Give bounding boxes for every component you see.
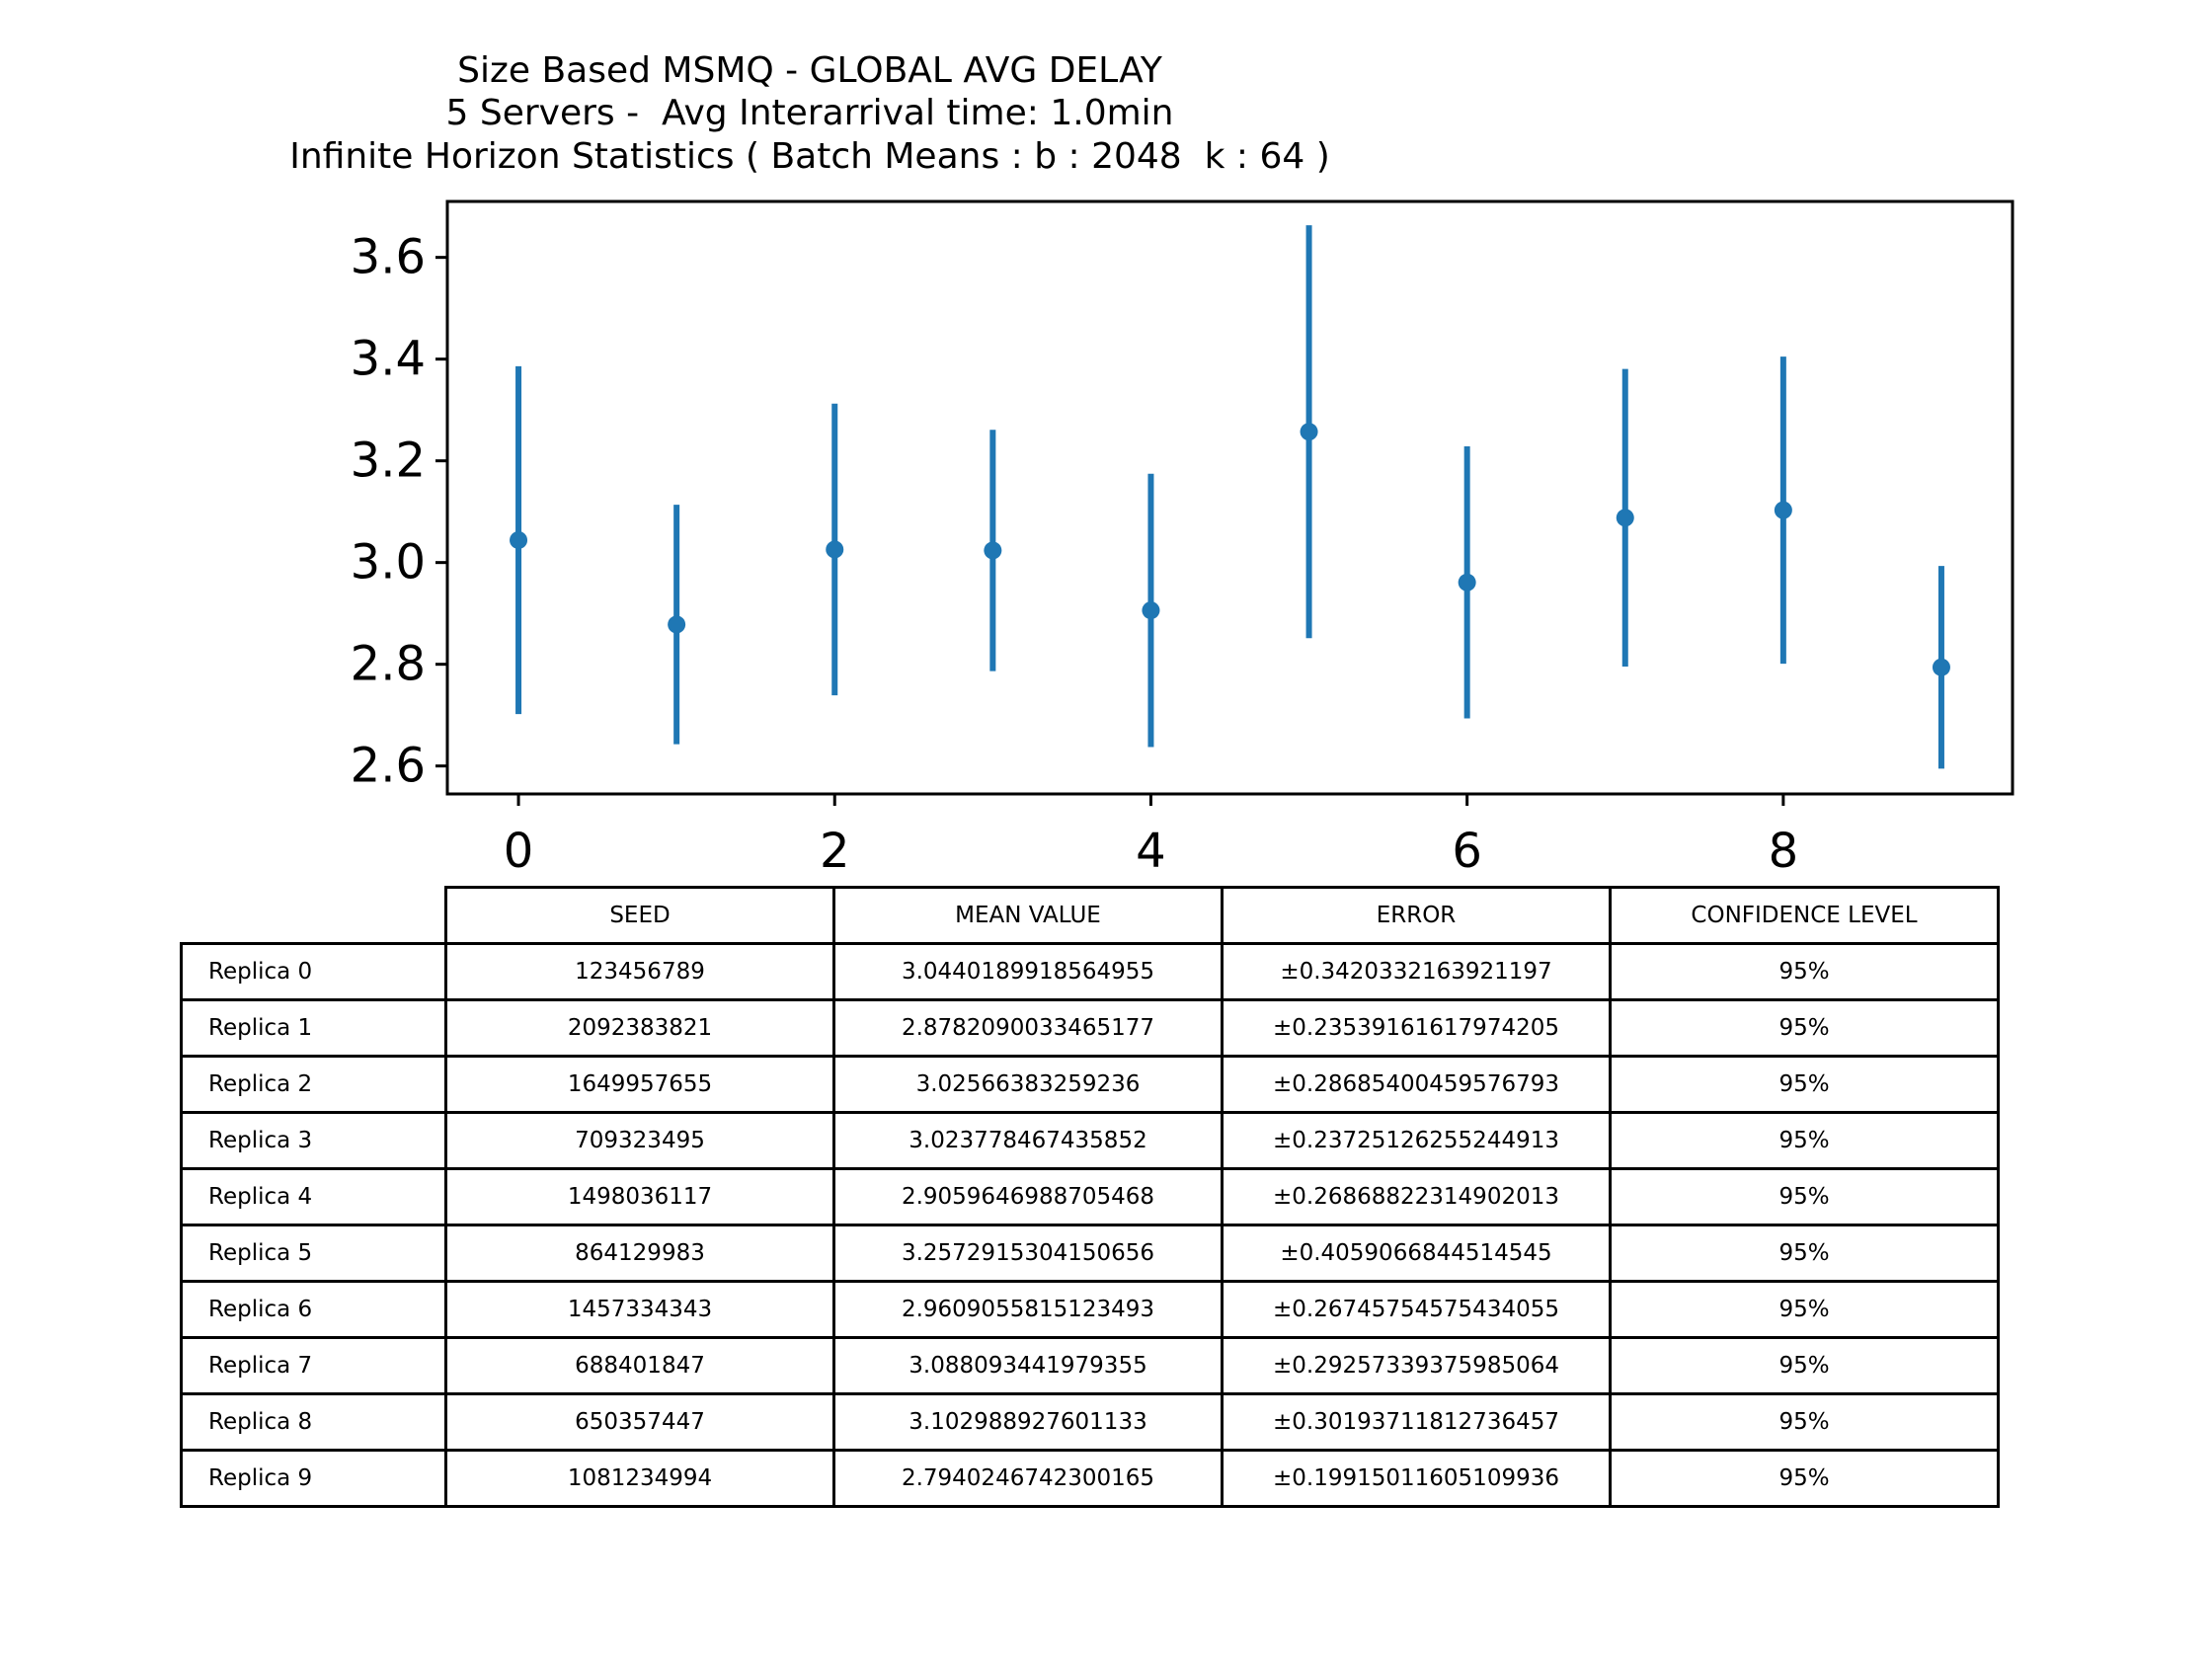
- row-label: Replica 4: [180, 1167, 447, 1226]
- y-tick-label: 3.0: [351, 535, 426, 591]
- header-mean-value: MEAN VALUE: [832, 886, 1224, 945]
- plot-frame: [445, 199, 2014, 796]
- data-point: [1458, 573, 1476, 592]
- cell-error: ±0.19915011605109936: [1221, 1449, 1612, 1508]
- cell-seed: 709323495: [444, 1111, 835, 1170]
- cell-confidence: 95%: [1609, 1055, 2000, 1114]
- data-point: [1616, 509, 1634, 527]
- cell-confidence: 95%: [1609, 942, 2000, 1001]
- cell-seed: 1649957655: [444, 1055, 835, 1114]
- row-label: Replica 0: [180, 942, 447, 1001]
- cell-mean: 3.0440189918564955: [832, 942, 1224, 1001]
- cell-seed: 1081234994: [444, 1449, 835, 1508]
- table-row: Replica 6 1457334343 2.9609055815123493 ±0.…: [180, 1280, 2000, 1339]
- cell-mean: 3.02566383259236: [832, 1055, 1224, 1114]
- data-point: [1300, 423, 1318, 441]
- cell-mean: 2.9059646988705468: [832, 1167, 1224, 1226]
- cell-error: ±0.3420332163921197: [1221, 942, 1612, 1001]
- x-tick-label: 6: [1452, 824, 1482, 879]
- header-error: ERROR: [1221, 886, 1612, 945]
- cell-seed: 1498036117: [444, 1167, 835, 1226]
- cell-confidence: 95%: [1609, 1392, 2000, 1452]
- cell-mean: 3.102988927601133: [832, 1392, 1224, 1452]
- cell-seed: 650357447: [444, 1392, 835, 1452]
- cell-mean: 2.8782090033465177: [832, 998, 1224, 1058]
- data-point: [1932, 658, 1950, 676]
- table-header-row: SEED MEAN VALUE ERROR CONFIDENCE LEVEL: [182, 886, 2000, 945]
- cell-mean: 2.7940246742300165: [832, 1449, 1224, 1508]
- table-row: Replica 8 650357447 3.102988927601133 ±0.30…: [180, 1392, 2000, 1452]
- data-point: [1142, 601, 1160, 620]
- y-tick-label: 2.8: [351, 637, 426, 692]
- cell-confidence: 95%: [1609, 1111, 2000, 1170]
- cell-seed: 123456789: [444, 942, 835, 1001]
- cell-confidence: 95%: [1609, 1449, 2000, 1508]
- data-point: [984, 541, 1002, 560]
- cell-seed: 864129983: [444, 1224, 835, 1283]
- cell-confidence: 95%: [1609, 1167, 2000, 1226]
- x-tick-label: 0: [504, 824, 534, 879]
- y-tick-label: 3.2: [351, 434, 426, 489]
- cell-error: ±0.29257339375985064: [1221, 1336, 1612, 1395]
- cell-confidence: 95%: [1609, 1224, 2000, 1283]
- cell-error: ±0.26745754575434055: [1221, 1280, 1612, 1339]
- chart-title-line-1: Size Based MSMQ - GLOBAL AVG DELAY: [457, 50, 1162, 91]
- cell-confidence: 95%: [1609, 1336, 2000, 1395]
- results-table: SEED MEAN VALUE ERROR CONFIDENCE LEVEL R…: [180, 886, 2000, 1508]
- table-row: Replica 2 1649957655 3.02566383259236 ±0.28…: [180, 1055, 2000, 1114]
- table-row: Replica 0 123456789 3.0440189918564955 ±0.3…: [180, 942, 2000, 1001]
- x-tick-label: 2: [820, 824, 850, 879]
- chart-title-line-3: Infinite Horizon Statistics ( Batch Mean…: [289, 136, 1330, 177]
- header-confidence-level: CONFIDENCE LEVEL: [1609, 886, 2000, 945]
- x-tick-label: 8: [1769, 824, 1799, 879]
- data-point: [1774, 501, 1792, 519]
- table-row: Replica 3 709323495 3.023778467435852 ±0.23…: [180, 1111, 2000, 1170]
- cell-mean: 3.2572915304150656: [832, 1224, 1224, 1283]
- row-label: Replica 5: [180, 1224, 447, 1283]
- table-row: Replica 5 864129983 3.2572915304150656 ±0.4…: [180, 1224, 2000, 1283]
- table-row: Replica 1 2092383821 2.8782090033465177 ±0.…: [180, 998, 2000, 1058]
- cell-error: ±0.28685400459576793: [1221, 1055, 1612, 1114]
- cell-error: ±0.30193711812736457: [1221, 1392, 1612, 1452]
- cell-mean: 3.088093441979355: [832, 1336, 1224, 1395]
- cell-error: ±0.23539161617974205: [1221, 998, 1612, 1058]
- x-tick-label: 4: [1136, 824, 1166, 879]
- chart-title-line-2: 5 Servers - Avg Interarrival time: 1.0mi…: [445, 93, 1174, 133]
- table-row: Replica 4 1498036117 2.9059646988705468 ±0.…: [180, 1167, 2000, 1226]
- y-tick-label: 3.6: [351, 230, 426, 285]
- data-point: [668, 615, 686, 634]
- row-label: Replica 2: [180, 1055, 447, 1114]
- row-label: Replica 3: [180, 1111, 447, 1170]
- y-tick-label: 2.6: [351, 739, 426, 794]
- cell-seed: 1457334343: [444, 1280, 835, 1339]
- row-label: Replica 1: [180, 998, 447, 1058]
- row-label: Replica 6: [180, 1280, 447, 1339]
- cell-seed: 2092383821: [444, 998, 835, 1058]
- data-point: [826, 540, 844, 559]
- table-corner: [182, 888, 446, 944]
- cell-error: ±0.4059066844514545: [1221, 1224, 1612, 1283]
- cell-mean: 3.023778467435852: [832, 1111, 1224, 1170]
- cell-error: ±0.23725126255244913: [1221, 1111, 1612, 1170]
- cell-mean: 2.9609055815123493: [832, 1280, 1224, 1339]
- cell-error: ±0.26868822314902013: [1221, 1167, 1612, 1226]
- row-label: Replica 7: [180, 1336, 447, 1395]
- header-seed: SEED: [444, 886, 835, 945]
- data-point: [510, 530, 528, 549]
- table-row: Replica 7 688401847 3.088093441979355 ±0.29…: [180, 1336, 2000, 1395]
- table-row: Replica 9 1081234994 2.7940246742300165 ±0.…: [180, 1449, 2000, 1508]
- y-tick-label: 3.4: [351, 332, 426, 387]
- cell-confidence: 95%: [1609, 998, 2000, 1058]
- cell-confidence: 95%: [1609, 1280, 2000, 1339]
- cell-seed: 688401847: [444, 1336, 835, 1395]
- row-label: Replica 9: [180, 1449, 447, 1508]
- row-label: Replica 8: [180, 1392, 447, 1452]
